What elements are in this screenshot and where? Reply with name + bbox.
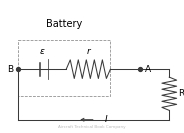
Text: Aircraft Technical Book Company: Aircraft Technical Book Company (58, 125, 126, 129)
Text: R: R (178, 89, 184, 98)
Text: ε: ε (40, 47, 45, 56)
Text: Battery: Battery (46, 19, 83, 29)
Text: r: r (86, 47, 90, 56)
Text: I: I (105, 115, 107, 124)
Text: A: A (145, 65, 151, 74)
Text: B: B (7, 65, 13, 74)
